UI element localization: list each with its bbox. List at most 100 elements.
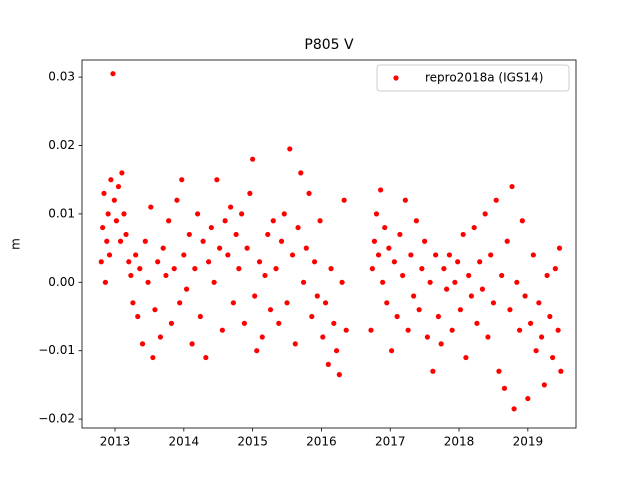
data-point — [405, 327, 411, 333]
data-point — [336, 372, 342, 378]
data-point — [247, 190, 253, 196]
data-point — [150, 354, 156, 361]
data-point — [411, 293, 417, 299]
data-point — [509, 183, 515, 190]
data-point — [137, 266, 143, 272]
data-point — [384, 300, 390, 306]
data-point — [386, 245, 392, 251]
data-point — [430, 368, 436, 374]
data-point — [527, 320, 534, 326]
legend-marker — [393, 75, 399, 81]
data-point — [455, 259, 461, 265]
data-point — [119, 170, 125, 176]
data-point — [496, 368, 502, 374]
data-point — [504, 238, 510, 244]
data-point — [317, 218, 323, 224]
data-point — [265, 231, 271, 238]
data-point — [303, 245, 309, 251]
data-point — [101, 190, 107, 196]
data-point — [295, 224, 301, 231]
data-point — [106, 252, 113, 258]
data-point — [516, 327, 523, 333]
data-point — [203, 354, 209, 361]
data-point — [171, 266, 177, 272]
data-point — [449, 327, 455, 333]
data-point — [460, 231, 466, 238]
data-point — [217, 245, 223, 251]
data-point — [380, 279, 386, 285]
data-point — [157, 334, 164, 340]
data-point — [488, 252, 494, 258]
data-point — [292, 341, 298, 347]
data-point — [104, 238, 110, 244]
data-point — [273, 266, 279, 272]
data-point — [325, 361, 331, 367]
data-point — [408, 252, 414, 258]
data-point — [501, 385, 508, 391]
data-point — [422, 238, 428, 244]
data-point — [228, 204, 234, 210]
data-point — [328, 266, 334, 272]
data-point — [419, 266, 425, 272]
data-point — [424, 334, 430, 340]
data-point — [174, 197, 180, 203]
data-point — [179, 177, 185, 183]
data-point — [300, 279, 307, 285]
data-point — [493, 197, 499, 203]
data-point — [192, 266, 198, 272]
plot-frame — [81, 59, 577, 429]
data-point — [289, 252, 296, 258]
data-point — [205, 259, 212, 265]
data-point — [477, 259, 483, 265]
data-point — [468, 293, 475, 299]
data-point — [541, 382, 547, 388]
data-point — [142, 238, 148, 244]
data-point — [123, 231, 129, 238]
data-point — [547, 313, 553, 320]
data-point — [145, 279, 151, 285]
data-point — [533, 348, 539, 354]
chart-title: P805 V — [304, 37, 354, 53]
data-point — [306, 190, 312, 196]
legend-label: repro2018a (IGS14) — [425, 71, 543, 85]
data-point — [200, 238, 206, 244]
data-point — [471, 224, 477, 231]
data-point — [311, 259, 318, 265]
y-tick-label: 0.02 — [48, 138, 75, 152]
data-point — [163, 272, 169, 279]
data-point — [148, 204, 154, 210]
y-axis-label: m — [9, 238, 23, 250]
data-point — [298, 170, 304, 176]
data-point — [111, 197, 117, 203]
y-tick-label: 0.00 — [48, 275, 75, 289]
data-point — [320, 334, 326, 340]
data-point — [341, 197, 347, 203]
data-point — [126, 259, 132, 265]
data-point — [256, 259, 263, 265]
data-point — [378, 187, 384, 193]
data-point — [441, 266, 447, 272]
data-point — [369, 266, 375, 272]
data-point — [402, 197, 408, 203]
data-point — [186, 231, 192, 238]
data-point — [98, 259, 104, 265]
data-point — [463, 354, 469, 361]
data-point — [152, 307, 158, 313]
data-point — [244, 245, 250, 251]
data-point — [262, 272, 268, 279]
data-point — [457, 307, 464, 313]
data-point — [252, 293, 258, 299]
data-point — [322, 300, 329, 306]
data-point — [309, 313, 315, 320]
y-tick-label: −0.02 — [38, 412, 75, 426]
data-point — [400, 272, 406, 279]
data-point — [135, 313, 141, 320]
x-tick-label: 2017 — [375, 435, 406, 449]
x-tick-label: 2016 — [306, 435, 337, 449]
data-point — [166, 218, 172, 224]
data-point — [530, 252, 536, 258]
data-point — [555, 327, 561, 333]
data-point — [225, 252, 231, 258]
data-point — [375, 252, 382, 258]
